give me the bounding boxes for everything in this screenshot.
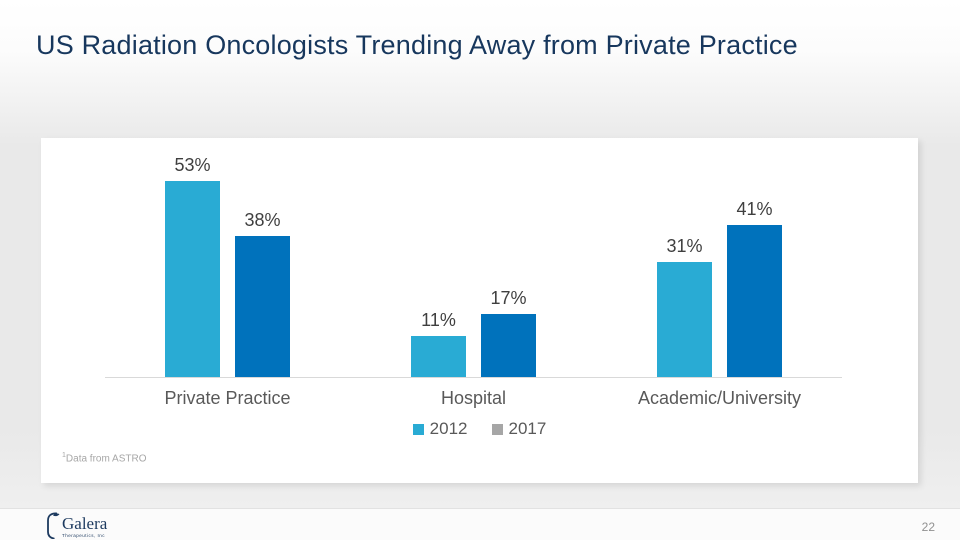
legend-label-2017: 2017 [508, 419, 547, 438]
bar-value-label: 17% [490, 288, 527, 308]
galera-logo-text: Galera Therapeutics, Inc [62, 515, 107, 538]
bar-value-label: 31% [666, 236, 703, 256]
category-label-academic-university: Academic/University [637, 388, 802, 408]
footer: Galera Therapeutics, Inc 22 [0, 508, 960, 540]
bar-column-2012-private-practice: 53% [165, 155, 220, 377]
bar-group-hospital: 11% 17% [411, 288, 536, 377]
legend-swatch-2012 [412, 423, 424, 435]
bar-column-2012-academic-university: 31% [657, 236, 712, 377]
page-number: 22 [921, 520, 935, 534]
bar-2012-academic-university [657, 262, 712, 377]
bar-column-2017-hospital: 17% [481, 288, 536, 377]
galera-logo-mark-icon [45, 511, 60, 540]
bar-value-label: 11% [421, 310, 456, 330]
bar-2012-private-practice [165, 181, 220, 377]
bar-2012-hospital [411, 336, 466, 377]
footnote-text: Data from ASTRO [65, 453, 147, 465]
legend-label-2012: 2012 [429, 419, 468, 438]
bar-column-2012-hospital: 11% [411, 310, 466, 377]
galera-logo-subtext: Therapeutics, Inc [62, 533, 106, 538]
x-axis-line [105, 377, 842, 378]
footnote-superscript: 1 [62, 452, 66, 459]
bar-value-label: 38% [244, 210, 281, 230]
galera-logo: Galera Therapeutics, Inc [45, 511, 107, 540]
bar-2017-hospital [481, 314, 536, 377]
plot-area: 2012 2017 1Data from ASTRO 53% 38% Private … [41, 138, 918, 483]
bar-group-academic-university: 31% 41% [657, 199, 782, 377]
galera-logo-name: Galera [62, 514, 108, 533]
bar-2017-private-practice [235, 236, 290, 377]
bar-value-label: 53% [174, 155, 211, 175]
legend-swatch-2017 [491, 423, 503, 435]
legend-item-2017: 2017 [491, 419, 547, 439]
bar-column-2017-private-practice: 38% [235, 210, 290, 377]
bar-2017-academic-university [727, 225, 782, 377]
category-label-hospital: Hospital [440, 388, 507, 408]
slide-title: US Radiation Oncologists Trending Away f… [36, 30, 798, 60]
footnote: 1Data from ASTRO [62, 452, 146, 464]
bar-column-2017-academic-university: 41% [727, 199, 782, 377]
category-label-private-practice: Private Practice [164, 388, 291, 408]
chart-card: 2012 2017 1Data from ASTRO 53% 38% Private … [41, 138, 918, 483]
bar-group-private-practice: 53% 38% [165, 155, 290, 377]
chart-legend: 2012 2017 [41, 419, 918, 439]
bar-value-label: 41% [736, 199, 773, 219]
legend-item-2012: 2012 [412, 419, 468, 439]
